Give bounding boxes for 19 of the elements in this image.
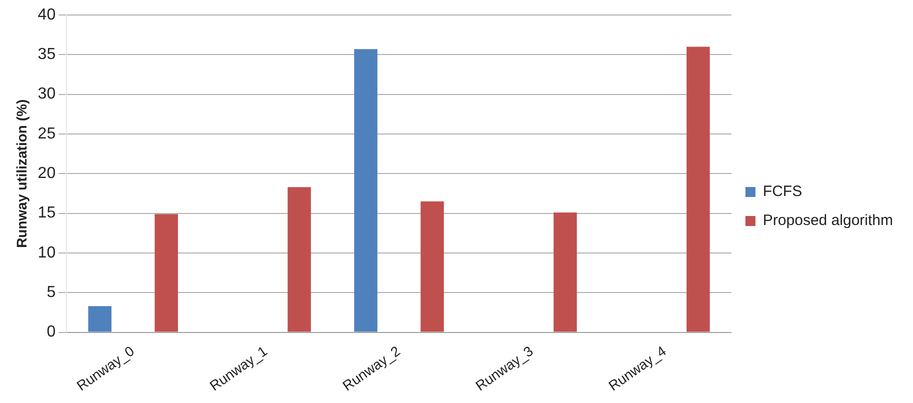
y-tick-label: 5	[46, 284, 56, 302]
bar	[420, 201, 444, 332]
bar	[154, 214, 178, 332]
y-tick-label: 35	[38, 46, 56, 64]
y-tick-label: 20	[38, 165, 56, 182]
y-tick-label: 10	[38, 244, 56, 262]
y-tick-label: 40	[38, 6, 56, 24]
y-tick-label: 0	[46, 324, 56, 341]
bar	[554, 212, 577, 332]
y-axis-title: Runway utilization (%)	[13, 99, 30, 248]
y-tick-label: 15	[38, 204, 56, 222]
y-tick-label: 30	[38, 86, 56, 103]
legend-label: Proposed algorithm	[762, 212, 894, 230]
y-tick-label: 25	[38, 125, 56, 142]
legend-label: FCFS	[762, 183, 802, 200]
bar	[88, 306, 112, 332]
bar	[354, 49, 378, 332]
bar	[288, 187, 311, 332]
bar	[686, 46, 710, 332]
